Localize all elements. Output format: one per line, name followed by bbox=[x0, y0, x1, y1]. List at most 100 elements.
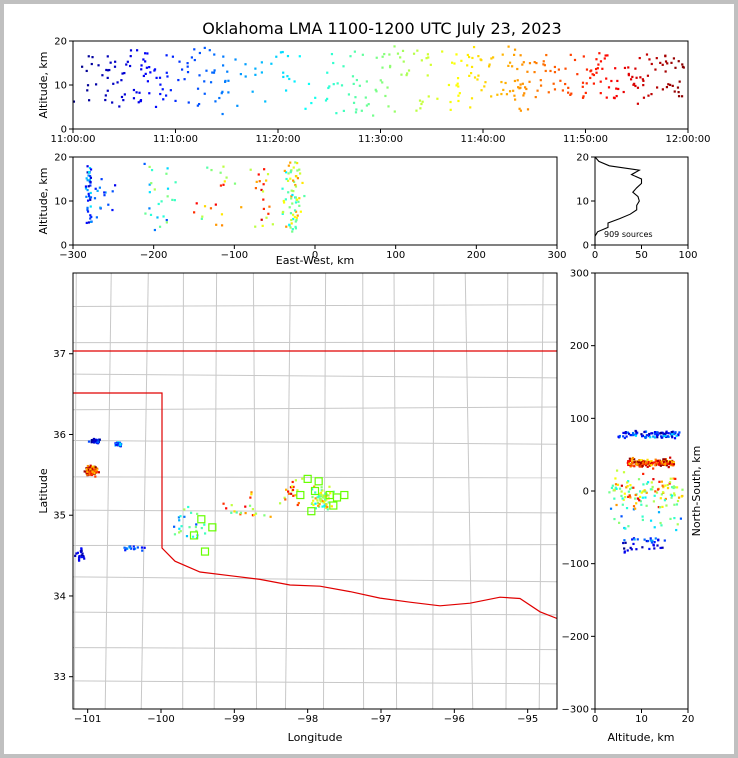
source-point bbox=[103, 194, 106, 197]
y-tick-label: 0 bbox=[61, 125, 67, 136]
source-point bbox=[636, 102, 639, 105]
source-point bbox=[268, 205, 271, 208]
source-point bbox=[275, 55, 278, 58]
source-point bbox=[262, 207, 265, 211]
source-point bbox=[327, 86, 330, 90]
source-point bbox=[294, 210, 298, 213]
source-point bbox=[159, 83, 162, 86]
source-point bbox=[186, 65, 189, 68]
y-tick-label: 100 bbox=[570, 414, 589, 425]
source-point bbox=[266, 173, 270, 176]
source-point bbox=[622, 541, 625, 545]
source-point bbox=[620, 515, 623, 518]
source-point bbox=[88, 473, 91, 476]
source-point bbox=[636, 538, 639, 541]
source-point bbox=[641, 78, 644, 81]
source-point bbox=[265, 216, 268, 219]
source-point bbox=[221, 64, 225, 67]
county-line bbox=[73, 373, 557, 379]
source-point bbox=[621, 497, 624, 500]
x-tick-label: 11:10:00 bbox=[153, 134, 198, 145]
source-point bbox=[681, 65, 685, 68]
county-line bbox=[140, 273, 149, 709]
source-point bbox=[251, 514, 255, 517]
source-point bbox=[365, 104, 369, 107]
source-point bbox=[287, 191, 290, 194]
source-point bbox=[405, 74, 408, 77]
source-point bbox=[633, 433, 636, 436]
source-point bbox=[420, 102, 423, 106]
x-tick-label: −200 bbox=[140, 250, 167, 261]
source-point bbox=[641, 546, 644, 549]
source-point bbox=[468, 74, 471, 77]
source-point bbox=[196, 104, 199, 107]
source-point bbox=[120, 95, 124, 99]
source-point bbox=[628, 462, 631, 466]
source-point bbox=[265, 179, 268, 182]
source-point bbox=[399, 56, 402, 59]
source-point bbox=[209, 81, 213, 84]
source-point bbox=[660, 460, 663, 463]
source-point bbox=[480, 59, 483, 62]
y-tick-label: 300 bbox=[570, 269, 589, 280]
source-point bbox=[673, 494, 676, 497]
source-point bbox=[327, 501, 330, 504]
source-point bbox=[653, 461, 656, 464]
source-point bbox=[643, 538, 646, 541]
source-point bbox=[244, 63, 247, 66]
source-point bbox=[89, 198, 92, 201]
source-point bbox=[665, 431, 668, 434]
source-point bbox=[294, 227, 298, 230]
source-point bbox=[149, 71, 152, 74]
source-point bbox=[221, 90, 224, 93]
source-point bbox=[290, 222, 293, 225]
source-point bbox=[251, 508, 254, 511]
county-line bbox=[393, 273, 398, 709]
source-point bbox=[292, 190, 295, 193]
source-point bbox=[83, 470, 86, 473]
source-point bbox=[292, 180, 296, 184]
source-point bbox=[81, 552, 84, 555]
source-point bbox=[594, 67, 598, 71]
source-point bbox=[130, 547, 133, 550]
source-point bbox=[617, 87, 620, 91]
source-point bbox=[650, 460, 653, 463]
source-point bbox=[85, 177, 88, 180]
source-point bbox=[208, 49, 211, 52]
source-point bbox=[292, 485, 295, 489]
source-point bbox=[111, 190, 114, 193]
source-point bbox=[285, 225, 288, 228]
source-point bbox=[638, 464, 641, 467]
source-point bbox=[269, 515, 272, 518]
source-point bbox=[164, 94, 168, 97]
source-point bbox=[640, 491, 643, 494]
source-point bbox=[473, 76, 477, 79]
source-point bbox=[87, 194, 91, 198]
source-point bbox=[457, 85, 460, 88]
source-point bbox=[567, 91, 570, 94]
source-point bbox=[614, 67, 617, 70]
x-tick-label: 50 bbox=[635, 250, 648, 261]
source-point bbox=[211, 71, 214, 74]
source-point bbox=[298, 204, 301, 207]
source-point bbox=[635, 548, 638, 551]
source-point bbox=[468, 55, 471, 59]
source-point bbox=[631, 433, 634, 437]
source-point bbox=[674, 431, 677, 434]
source-point bbox=[613, 517, 616, 521]
source-point bbox=[198, 51, 201, 55]
source-point bbox=[96, 189, 99, 192]
source-point bbox=[656, 461, 660, 464]
source-point bbox=[165, 172, 168, 175]
source-point bbox=[646, 74, 650, 77]
source-point bbox=[661, 505, 664, 508]
source-point bbox=[203, 80, 206, 83]
source-point bbox=[381, 66, 384, 69]
source-point bbox=[599, 80, 602, 83]
source-point bbox=[281, 187, 284, 190]
source-point bbox=[633, 497, 637, 500]
source-point bbox=[158, 76, 162, 79]
source-point bbox=[668, 482, 671, 485]
source-point bbox=[612, 96, 616, 99]
source-point bbox=[89, 205, 92, 208]
